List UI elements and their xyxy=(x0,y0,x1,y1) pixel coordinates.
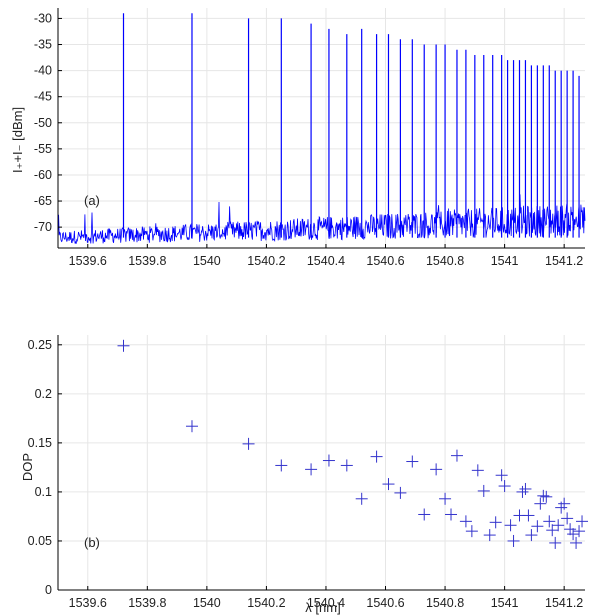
panel-b-dop-point xyxy=(549,536,562,549)
panel-a-x-tick-label: 1539.6 xyxy=(69,254,107,268)
panel-b-dop-point xyxy=(552,519,565,532)
panel-b-x-tick-label: 1540.2 xyxy=(247,596,285,610)
panel-b-dop-point xyxy=(516,485,529,498)
panel-a-y-tick-label: -45 xyxy=(34,90,52,104)
panel-b-dop-point xyxy=(305,463,318,476)
panel-a-y-tick-label: -70 xyxy=(34,220,52,234)
panel-a-grid xyxy=(58,8,585,248)
panel-b-dop-point xyxy=(495,469,508,482)
panel-b-dop-point xyxy=(531,520,544,533)
panel-a-spectrum-trace xyxy=(57,13,586,244)
panel-a-y-axis-label: I₊+I₋ [dBm] xyxy=(10,107,25,173)
panel-b-dop-point xyxy=(340,459,353,472)
panel-b-dop-point xyxy=(483,529,496,542)
panel-b-dop-point xyxy=(546,524,559,537)
panel-b-dop-point xyxy=(498,480,511,493)
panel-b-y-tick-label: 0.25 xyxy=(28,338,52,352)
panel-b-dop-point xyxy=(418,508,431,521)
panel-b-dop-point xyxy=(450,449,463,462)
panel-b-dop-point xyxy=(507,534,520,547)
panel-a-y-tick-label: -30 xyxy=(34,11,52,25)
panel-b-y-tick-label: 0.15 xyxy=(28,436,52,450)
panel-a-y-tick-label: -35 xyxy=(34,38,52,52)
panel-b-dop-point xyxy=(459,515,472,528)
panel-b-x-tick-label: 1539.6 xyxy=(69,596,107,610)
panel-b-dop-point xyxy=(525,529,538,542)
panel-b-x-tick-label: 1541.2 xyxy=(545,596,583,610)
panel-b-dop-point xyxy=(576,515,589,528)
panel-a-y-tick-label: -55 xyxy=(34,142,52,156)
panel-b-dop-point xyxy=(185,420,198,433)
panel-b-dop-point xyxy=(322,454,335,467)
panel-b-dop-point xyxy=(573,525,586,538)
panel-b-tick-labels: 1539.6 1539.8 1540 1540.2 1540.4 1540.6 1540.8… xyxy=(28,338,584,610)
panel-b-dop-point xyxy=(382,478,395,491)
panel-a-x-tick-label: 1540.4 xyxy=(307,254,345,268)
panel-b-y-axis-label: DOP xyxy=(20,453,35,481)
panel-b-x-tick-label: 1539.8 xyxy=(128,596,166,610)
panel-b-dop-point xyxy=(445,508,458,521)
panel-b-y-tick-label: 0.1 xyxy=(35,485,52,499)
panel-a-tick-labels: 1539.6 1539.8 1540 1540.2 1540.4 1540.6 1540.8… xyxy=(34,11,583,268)
panel-b-y-tick-label: 0 xyxy=(45,583,52,597)
panel-b-dop-point xyxy=(534,497,547,510)
panel-b-dop-point xyxy=(439,492,452,505)
panel-b-axes xyxy=(57,335,585,591)
panel-b-dop-point xyxy=(570,536,583,549)
panel-a-x-tick-label: 1541.2 xyxy=(545,254,583,268)
panel-b-y-tick-label: 0.2 xyxy=(35,387,52,401)
panel-a-x-tick-label: 1540.2 xyxy=(247,254,285,268)
panel-b-dop-point xyxy=(355,492,368,505)
panel-b-dop-point xyxy=(275,459,288,472)
panel-b-x-tick-label: 1540 xyxy=(193,596,221,610)
panel-a-x-tick-label: 1540 xyxy=(193,254,221,268)
panel-b-grid xyxy=(58,335,585,591)
panel-a-axes xyxy=(57,8,585,249)
panel-b-dop-point xyxy=(394,486,407,499)
panel-a-noise-floor-trace xyxy=(57,194,586,244)
panel-a-y-tick-label: -65 xyxy=(34,194,52,208)
panel-b-dop-markers xyxy=(117,339,589,549)
panel-b-tag: (b) xyxy=(84,535,100,550)
panel-a-y-tick-label: -60 xyxy=(34,168,52,182)
panel-b-dop-point xyxy=(465,525,478,538)
panel-a-y-tick-label: -50 xyxy=(34,116,52,130)
panel-b-dop-point xyxy=(540,490,553,503)
panel-b-x-tick-label: 1540.8 xyxy=(426,596,464,610)
panel-a-x-tick-label: 1539.8 xyxy=(128,254,166,268)
panel-b-dop-point xyxy=(564,523,577,536)
panel-b-x-tick-label: 1540.6 xyxy=(366,596,404,610)
panel-b-dop-point xyxy=(558,497,571,510)
panel-b-dop-point xyxy=(561,512,574,525)
panel-b-dop-point xyxy=(370,450,383,463)
panel-b-dop-point xyxy=(504,519,517,532)
panel-b-x-tick-label: 1541 xyxy=(491,596,519,610)
panel-a-x-tick-label: 1541 xyxy=(491,254,519,268)
panel-b-dop: 1539.6 1539.8 1540 1540.2 1540.4 1540.6 1540.8… xyxy=(20,335,589,615)
panel-b-dop-point xyxy=(242,437,255,450)
panel-b-dop-point xyxy=(519,482,532,495)
panel-b-dop-point xyxy=(522,509,535,522)
panel-b-y-tick-label: 0.05 xyxy=(28,534,52,548)
panel-b-dop-point xyxy=(430,463,443,476)
panel-b-x-axis-label: λ [nm] xyxy=(305,600,340,615)
panel-a-y-tick-label: -40 xyxy=(34,64,52,78)
panel-b-dop-point xyxy=(537,489,550,502)
panel-a-x-tick-label: 1540.8 xyxy=(426,254,464,268)
panel-a-spectrum: 1539.6 1539.8 1540 1540.2 1540.4 1540.6 1540.8… xyxy=(10,8,586,268)
panel-b-dop-point xyxy=(406,455,419,468)
panel-b-dop-point xyxy=(543,515,556,528)
panel-b-dop-point xyxy=(477,484,490,497)
panel-a-x-tick-label: 1540.6 xyxy=(366,254,404,268)
panel-b-dop-point xyxy=(489,516,502,529)
panel-b-x-tick-label: 1540.4 xyxy=(307,596,345,610)
panel-b-dop-point xyxy=(117,339,130,352)
panel-b-dop-point xyxy=(471,464,484,477)
panel-b-dop-point xyxy=(567,528,580,541)
panel-a-tag: (a) xyxy=(84,193,100,208)
